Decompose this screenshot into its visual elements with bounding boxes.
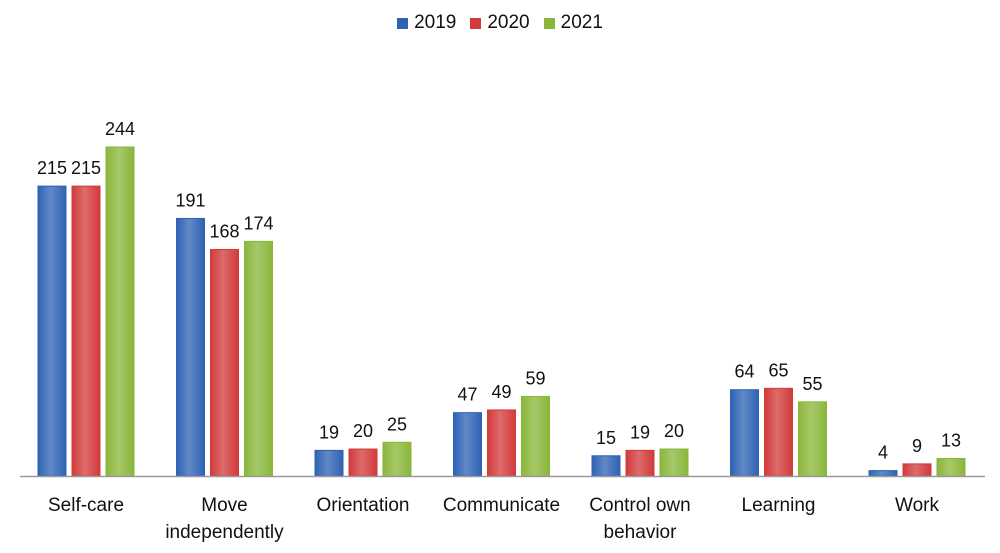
bar-2021-3 — [521, 395, 550, 477]
legend-swatch-2020 — [470, 17, 482, 29]
value-label-2020-1: 168 — [209, 221, 239, 241]
category-label-2: Orientation — [317, 495, 410, 516]
bar-2021-0 — [105, 146, 135, 477]
bars-layer — [37, 146, 966, 477]
category-label-3: Communicate — [443, 495, 560, 516]
legend-swatch-2021 — [543, 17, 555, 29]
bar-2021-4 — [659, 448, 689, 477]
legend-label-2021: 2021 — [560, 12, 603, 33]
bar-2020-6 — [902, 463, 932, 477]
bar-2019-4 — [591, 455, 621, 477]
legend-item-2020: 2020 — [470, 12, 530, 34]
bar-2020-5 — [764, 387, 793, 477]
legend-label-2019: 2019 — [414, 12, 457, 33]
value-label-2021-0: 244 — [105, 119, 135, 139]
category-label-5: Learning — [742, 495, 816, 516]
category-label-line: behavior — [604, 522, 678, 543]
legend-label-2020: 2020 — [487, 12, 530, 33]
value-label-2020-6: 9 — [912, 436, 922, 456]
category-label-6: Work — [895, 495, 939, 516]
bar-2019-3 — [453, 412, 482, 477]
bar-2019-1 — [176, 217, 205, 477]
value-label-2020-5: 65 — [768, 360, 788, 380]
bar-2021-5 — [798, 401, 827, 477]
value-label-2020-2: 20 — [353, 421, 373, 441]
category-label-line: Orientation — [317, 495, 410, 516]
category-label-line: Communicate — [443, 495, 560, 516]
value-label-2021-4: 20 — [664, 421, 684, 441]
value-label-2021-6: 13 — [941, 430, 961, 450]
bar-2021-6 — [936, 457, 966, 477]
value-label-2021-2: 25 — [387, 414, 407, 434]
legend: 2019 2020 2021 — [0, 12, 1000, 34]
bar-2020-1 — [210, 248, 239, 477]
bar-2020-0 — [71, 185, 101, 477]
value-label-2019-6: 4 — [878, 443, 888, 463]
category-label-line: Control own — [589, 495, 690, 516]
legend-item-2021: 2021 — [543, 12, 603, 34]
bar-2019-2 — [314, 449, 344, 477]
bar-2019-0 — [37, 185, 67, 477]
category-label-line: Self-care — [48, 495, 124, 516]
category-label-line: Work — [895, 495, 939, 516]
legend-item-2019: 2019 — [397, 12, 456, 34]
value-label-2020-3: 49 — [491, 382, 511, 402]
value-label-2019-1: 191 — [175, 190, 205, 210]
value-label-2021-3: 59 — [525, 368, 545, 388]
bar-2020-2 — [348, 448, 378, 477]
value-label-2019-3: 47 — [457, 385, 477, 405]
category-label-4: Control own behavior — [589, 495, 690, 543]
category-label-1: Move independently — [165, 495, 284, 543]
bar-2019-5 — [730, 389, 759, 477]
category-label-line: Move — [201, 495, 247, 516]
value-label-2020-0: 215 — [71, 158, 101, 178]
bar-2020-4 — [625, 449, 655, 477]
bar-2021-2 — [382, 441, 412, 477]
category-label-0: Self-care — [48, 495, 124, 516]
value-label-2021-5: 55 — [802, 374, 822, 394]
bar-2021-1 — [244, 240, 273, 477]
value-label-2021-1: 174 — [243, 213, 273, 233]
legend-swatch-2019 — [397, 17, 409, 29]
category-labels-layer: Self-care Move independently Orientation Com… — [48, 495, 940, 543]
value-label-2020-4: 19 — [630, 422, 650, 442]
value-label-2019-4: 15 — [596, 428, 616, 448]
value-label-2019-2: 19 — [319, 422, 339, 442]
bar-2020-3 — [487, 409, 516, 477]
category-label-line: independently — [165, 522, 284, 543]
bar-2019-6 — [868, 470, 898, 477]
value-label-2019-5: 64 — [734, 362, 754, 382]
value-label-2019-0: 215 — [37, 158, 67, 178]
category-label-line: Learning — [742, 495, 816, 516]
